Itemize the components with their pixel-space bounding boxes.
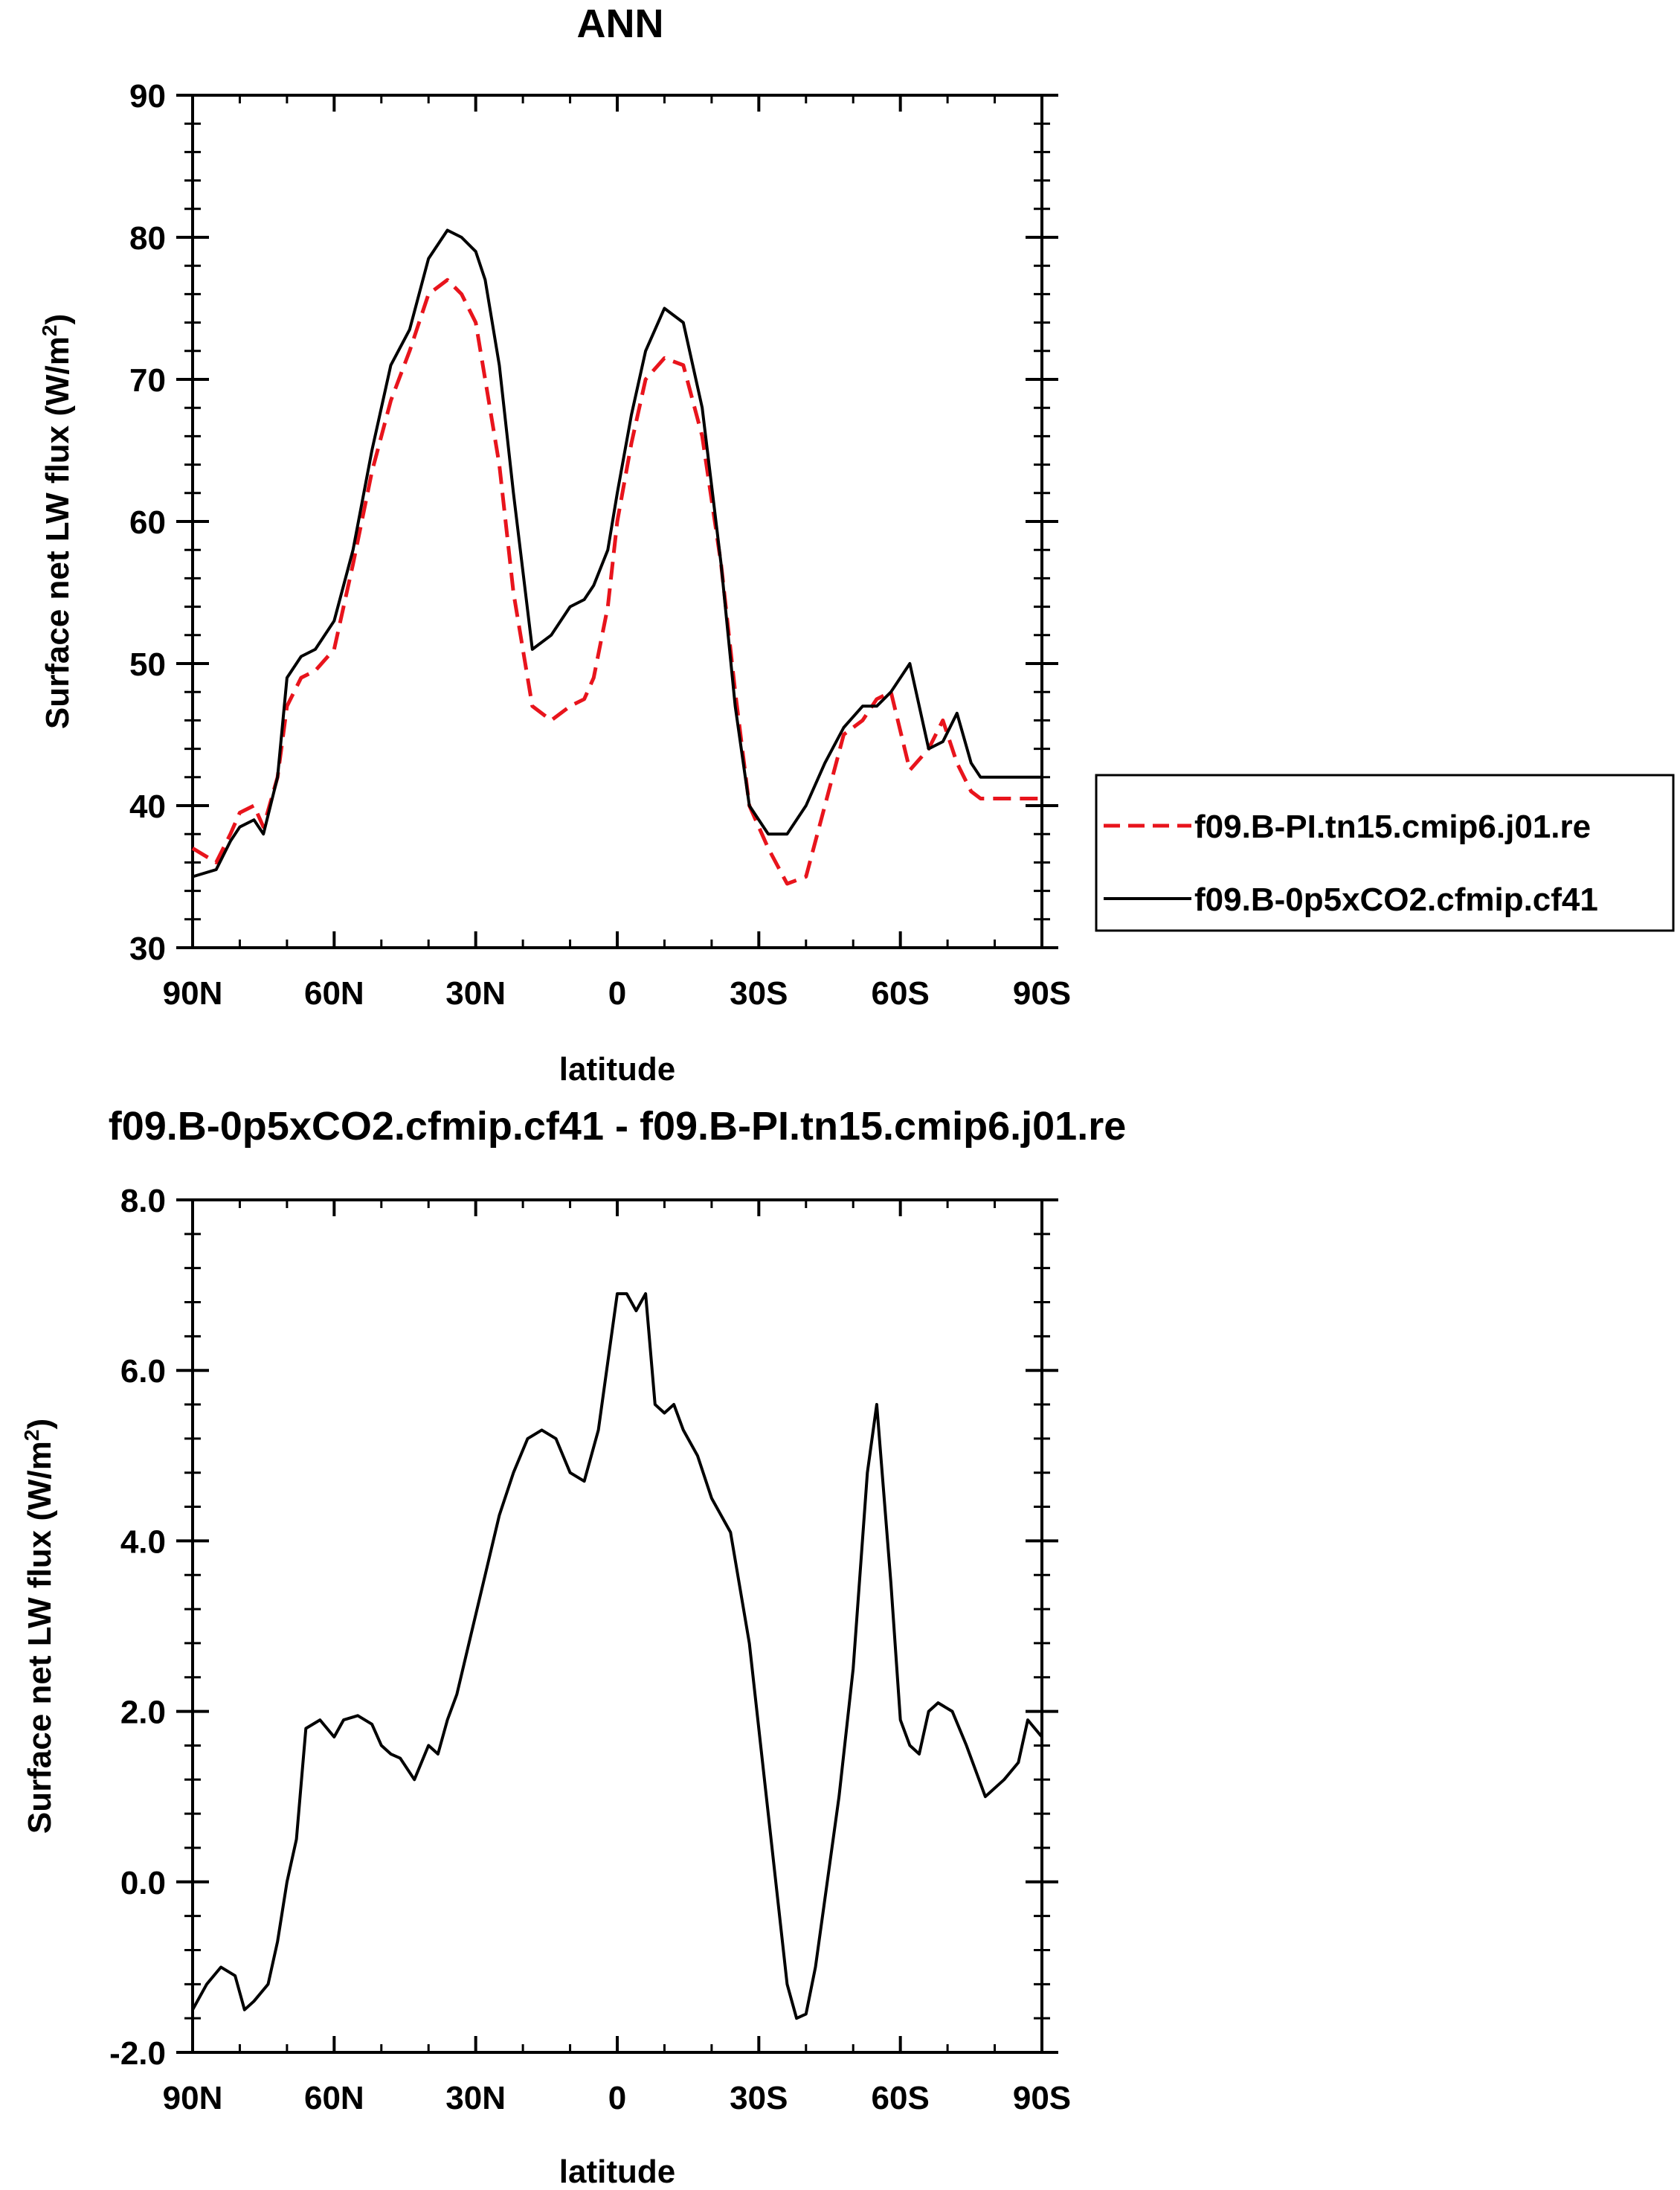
legend: f09.B-PI.tn15.cmip6.j01.re f09.B-0p5xCO2… (1095, 774, 1675, 932)
top-series-line-0 (191, 277, 1042, 886)
bottom-series-lines (191, 1292, 1043, 2020)
legend-label-co2: f09.B-0p5xCO2.cfmip.cf41 (1194, 882, 1598, 918)
top-y-tick-label: 50 (129, 646, 166, 683)
bottom-title: f09.B-0p5xCO2.cfmip.cf41 - f09.B-PI.tn15… (109, 1104, 1127, 1149)
top-series-line-1 (192, 228, 1042, 879)
top-y-tick-label: 60 (129, 504, 166, 541)
top-panel: ANN 90N 60N 30N 0 30S 60S 90S 30 40 50 60 70 80 90 l… (38, 1, 1675, 1088)
bottom-y-tick-labels: -2.0 0.0 2.0 4.0 6.0 8.0 (109, 1183, 166, 2072)
bottom-x-tick-label: 90N (163, 2080, 223, 2116)
top-x-tick-label: 60S (872, 975, 930, 1012)
bottom-y-tick-label: 4.0 (120, 1523, 166, 1560)
top-series-lines (191, 228, 1042, 886)
bottom-x-tick-label: 60S (872, 2080, 930, 2116)
top-y-tick-label: 90 (129, 78, 166, 115)
bottom-x-tick-label: 30N (445, 2080, 506, 2116)
bottom-ticks (176, 1198, 1058, 2054)
top-ticks (176, 94, 1058, 949)
top-y-tick-label: 70 (129, 362, 166, 399)
top-x-tick-label: 30S (730, 975, 788, 1012)
top-plot-area (176, 94, 1058, 949)
legend-box (1095, 774, 1675, 932)
top-x-axis-label: latitude (559, 1051, 675, 1088)
top-title: ANN (577, 1, 664, 46)
top-x-tick-label: 0 (608, 975, 626, 1012)
bottom-series-line-0 (191, 1292, 1043, 2020)
bottom-x-tick-label: 90S (1013, 2080, 1071, 2116)
top-x-tick-label: 60N (304, 975, 364, 1012)
bottom-plot-area (176, 1198, 1058, 2054)
top-x-tick-label: 90S (1013, 975, 1071, 1012)
bottom-x-tick-label: 60N (304, 2080, 364, 2116)
bottom-y-tick-label: -2.0 (109, 2035, 166, 2072)
top-y-tick-label: 30 (129, 931, 166, 967)
top-x-tick-label: 90N (163, 975, 223, 1012)
top-y-tick-label: 80 (129, 220, 166, 257)
bottom-x-tick-label: 30S (730, 2080, 788, 2116)
legend-label-pi: f09.B-PI.tn15.cmip6.j01.re (1194, 809, 1591, 845)
bottom-x-tick-label: 0 (608, 2080, 626, 2116)
bottom-y-axis-label: Surface net LW flux (W/m2) (20, 1419, 58, 1834)
bottom-y-tick-label: 8.0 (120, 1183, 166, 1219)
top-y-tick-labels: 30 40 50 60 70 80 90 (129, 78, 166, 967)
bottom-y-tick-label: 0.0 (120, 1865, 166, 1901)
bottom-y-tick-label: 6.0 (120, 1353, 166, 1390)
top-y-axis-label: Surface net LW flux (W/m2) (38, 314, 76, 729)
bottom-plot-frame (191, 1198, 1043, 2054)
bottom-y-tick-label: 2.0 (120, 1695, 166, 1731)
bottom-x-tick-labels: 90N 60N 30N 0 30S 60S 90S (163, 2080, 1072, 2116)
top-x-tick-label: 30N (445, 975, 506, 1012)
top-y-tick-label: 40 (129, 789, 166, 825)
bottom-panel: f09.B-0p5xCO2.cfmip.cf41 - f09.B-PI.tn15… (20, 1104, 1126, 2190)
bottom-x-axis-label: latitude (559, 2154, 675, 2190)
top-x-tick-labels: 90N 60N 30N 0 30S 60S 90S (163, 975, 1072, 1012)
